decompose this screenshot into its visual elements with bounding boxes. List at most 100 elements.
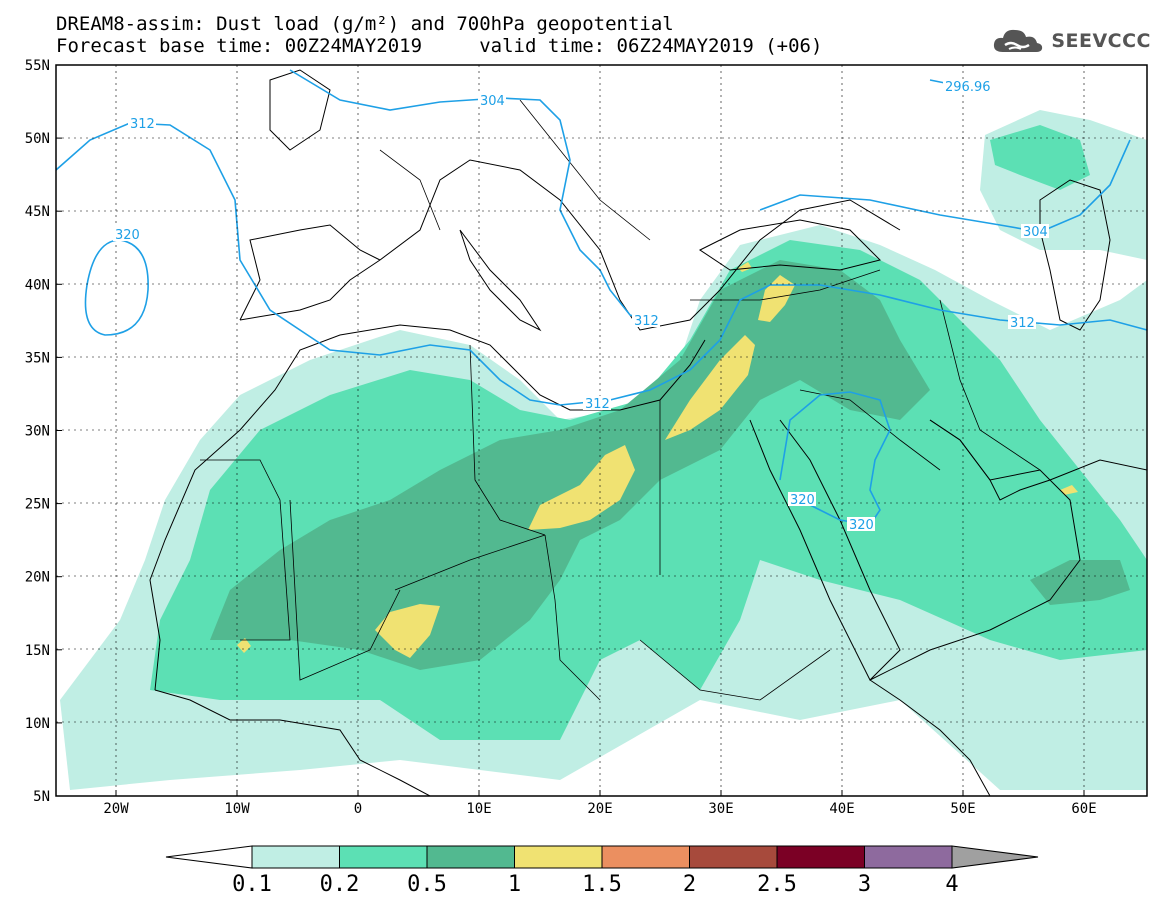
coast-africa-west [149,324,706,691]
contour-label: 320 [849,518,874,533]
lon-label: 20E [587,801,612,817]
border-east-africa [639,639,831,701]
colorbar-boxes [165,845,1039,869]
contour-label: 320 [115,228,140,243]
colorbar-under-triangle [165,845,253,869]
colorbar-swatch [776,845,865,869]
seevccc-logo: SEEVCCC [991,26,1151,56]
lat-label: 15N [25,643,50,659]
dust-core-libya [528,445,635,530]
contour-label: 312 [1010,316,1035,331]
colorbar-swatch [339,845,428,869]
coastlines [149,69,1147,796]
colorbar-tick-label: 1 [508,872,521,897]
lon-label: 10E [466,801,491,817]
lat-label: 5N [33,789,50,805]
logo-text: SEEVCCC [1051,30,1151,52]
border-europe-1 [379,149,441,231]
latitude-axis: 55N 50N 45N 40N 35N 30N 25N 20N 15N 10N 5N [25,58,62,805]
colorbar-swatch [864,845,953,869]
colorbar-tick-label: 1.5 [582,872,622,897]
contour-312-west [56,122,1147,406]
dust-region-caspian-medium [990,125,1090,190]
colorbar-over-triangle [951,845,1039,869]
border-sahel-1 [394,534,546,591]
lat-label: 30N [25,424,50,440]
cloud-icon [994,29,1043,52]
lon-label: 50E [950,801,975,817]
contour-labels: 312 304 320 296.96 304 312 312 312 320 3… [113,79,1049,533]
dust-fill-yellow [237,262,1078,658]
lat-label: 50N [25,131,50,147]
lat-label: 25N [25,497,50,513]
contour-304-east [759,139,1131,233]
coast-black-sea [699,219,881,271]
colorbar-ticks: 0.1 0.2 0.5 1 1.5 2 2.5 3 4 [232,872,959,897]
coast-europe [239,159,901,331]
lon-label: 40E [829,801,854,817]
colorbar-tick-label: 0.5 [407,872,447,897]
colorbar-tick-label: 2.5 [757,872,797,897]
border-iran [939,299,1041,471]
lat-label: 20N [25,570,50,586]
plot-area: 312 304 320 296.96 304 312 312 312 320 3… [56,65,1147,796]
dust-core-turkey [758,275,795,322]
lat-label: 45N [25,204,50,220]
longitude-axis: 20W 10W 0 10E 20E 30E 40E 50E 60E [103,790,1097,817]
border-algeria-libya [469,344,546,536]
border-sudan-chad [544,534,601,701]
chart-title: DREAM8-assim: Dust load (g/m²) and 700hP… [56,13,674,35]
contour-320-arabia [779,391,891,526]
lon-label: 0 [354,801,362,817]
contour-label: 312 [634,314,659,329]
coast-persian-gulf [929,419,1147,501]
contour-label: 304 [480,94,505,109]
coast-iberia [239,224,381,321]
dust-core-small-2 [738,262,752,272]
colorbar-tick-label: 2 [683,872,696,897]
colorbar-swatch [601,845,690,869]
lon-label: 10W [224,801,250,817]
border-europe-2 [519,99,651,241]
colorbar-tick-label: 4 [945,872,958,897]
contour-label: 312 [585,397,610,412]
coast-gulf-guinea [154,689,431,796]
colorbar-swatch [514,845,603,869]
colorbar-tick-label: 0.1 [232,872,272,897]
dust-core-egypt [665,335,755,440]
lon-label: 60E [1071,801,1096,817]
dust-core-small-1 [237,638,251,653]
lat-label: 35N [25,350,50,366]
lon-label: 30E [708,801,733,817]
chart-subtitle: Forecast base time: 00Z24MAY2019 valid t… [56,35,823,57]
contour-320-circle [84,239,149,336]
colorbar-tick-label: 3 [858,872,871,897]
coast-caspian [1039,179,1111,331]
geopotential-contours [56,69,1147,526]
coast-italy [459,229,542,332]
contour-label: 304 [1023,225,1048,240]
contour-label: 320 [790,493,815,508]
contour-label: 296.96 [945,80,991,95]
gridlines [56,65,1147,796]
colorbar-swatch [251,845,340,869]
coast-east-africa [869,679,991,796]
dust-core-small-3 [1060,485,1078,495]
border-mauritania [200,459,291,641]
dust-core-niger [375,604,440,658]
colorbar-tick-label: 0.2 [320,872,360,897]
border-mali-niger [289,499,401,681]
lat-label: 40N [25,277,50,293]
colorbar-swatch [426,845,515,869]
borders [200,99,1041,701]
contour-304-north [289,69,651,323]
coast-red-sea [749,419,901,681]
coast-uk [269,69,331,151]
lat-label: 55N [25,58,50,74]
colorbar-swatch [689,845,778,869]
lon-label: 20W [103,801,129,817]
contour-label: 312 [130,117,155,132]
lat-label: 10N [25,716,50,732]
